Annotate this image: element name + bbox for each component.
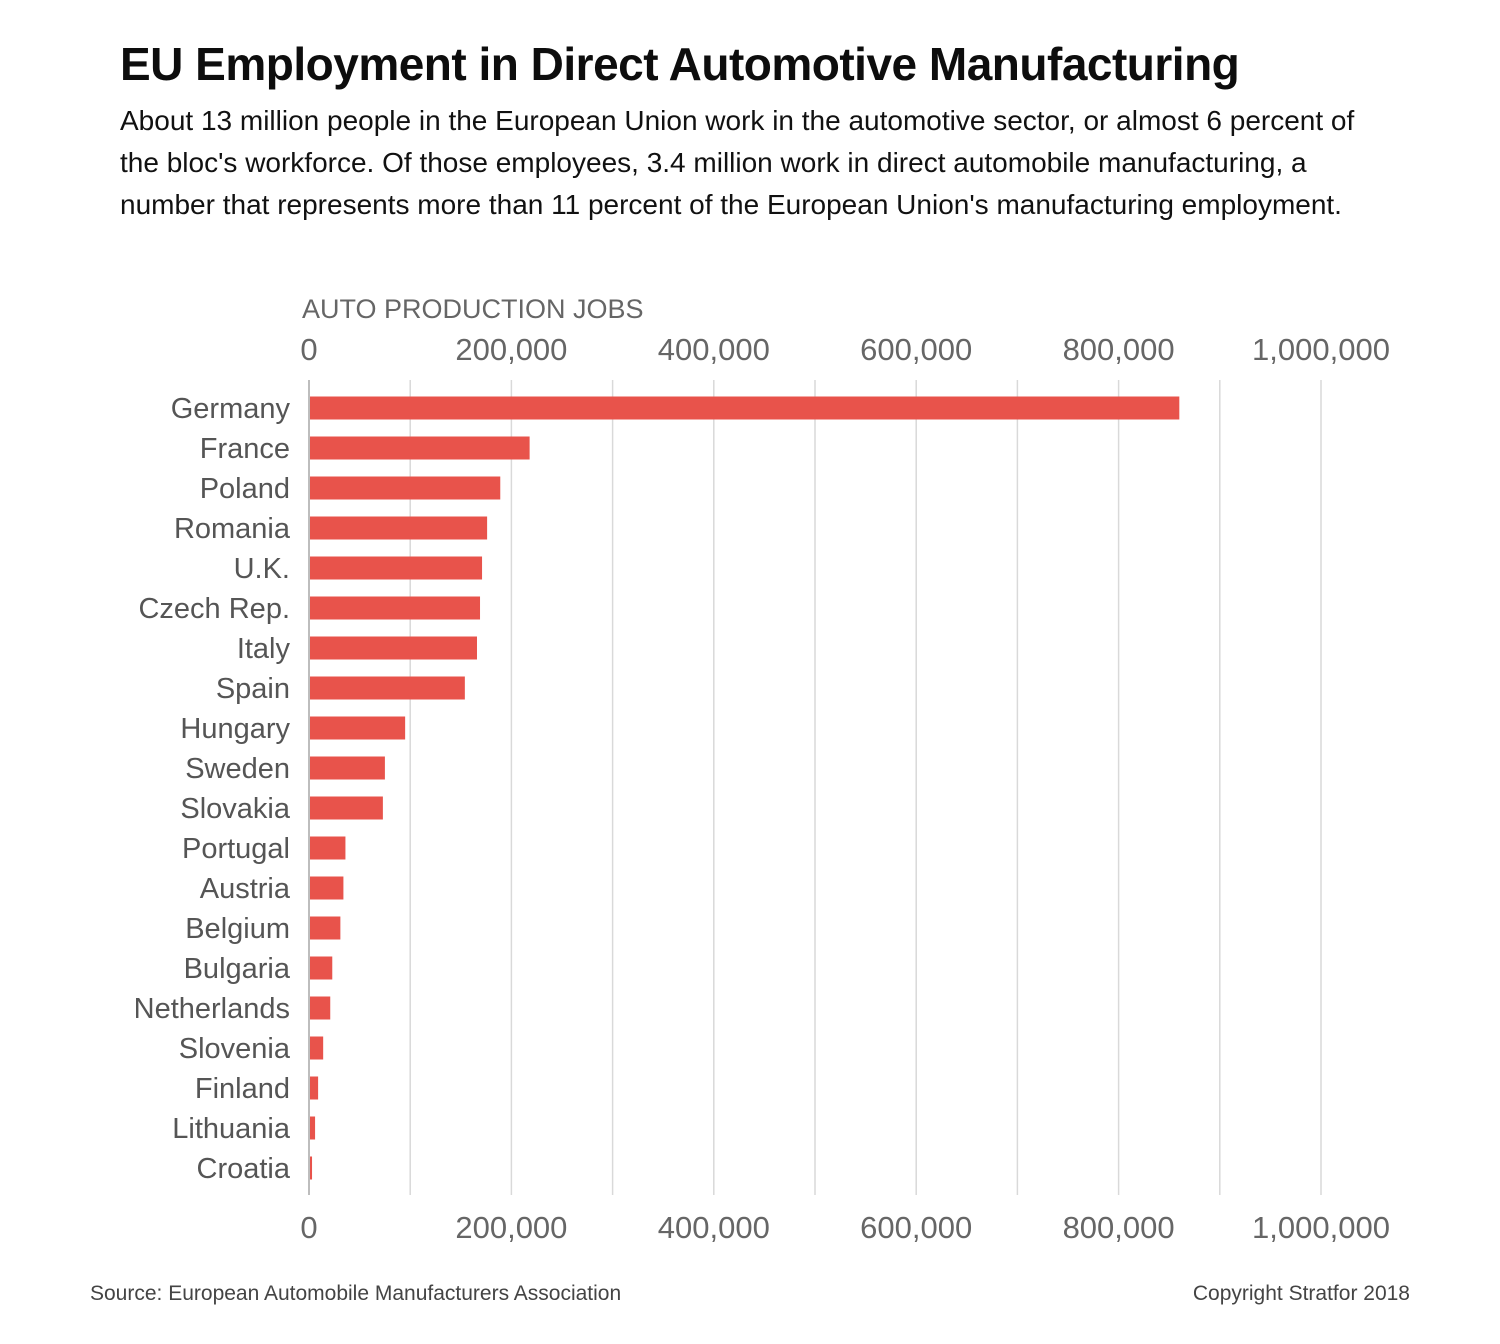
bar-croatia [309,1156,313,1180]
category-label: Romania [174,513,291,545]
bar-bulgaria [309,956,333,980]
page-title: EU Employment in Direct Automotive Manuf… [120,38,1240,90]
bar-austria [309,876,344,900]
x-tick-label-bottom: 1,000,000 [1252,1210,1390,1245]
category-label: Sweden [185,753,290,785]
bar-romania [309,516,488,540]
x-tick-label-top: 200,000 [455,332,567,367]
x-tick-label-bottom: 200,000 [455,1210,567,1245]
bar-finland [309,1076,319,1100]
category-label: Slovakia [180,793,290,825]
x-tick-label-top: 1,000,000 [1252,332,1390,367]
bar-netherlands [309,996,331,1020]
category-label: Netherlands [134,993,290,1025]
page-subtitle: About 13 million people in the European … [120,105,1355,220]
category-label: Croatia [197,1153,291,1185]
category-label: Slovenia [179,1033,291,1065]
category-label: France [200,433,290,465]
category-label: Portugal [182,833,290,865]
category-label: Italy [237,633,291,665]
bar-slovenia [309,1036,324,1060]
bar-spain [309,676,465,700]
bar-lithuania [309,1116,316,1140]
bar-u-k [309,556,483,580]
copyright-note: Copyright Stratfor 2018 [1192,1282,1410,1305]
x-tick-label-top: 400,000 [658,332,770,367]
x-tick-label-bottom: 400,000 [658,1210,770,1245]
bar-poland [309,476,501,500]
bar-czech-rep [309,596,481,620]
category-label: Bulgaria [184,953,291,985]
category-label: Finland [195,1073,290,1105]
category-label: Spain [216,673,290,705]
category-label: Lithuania [172,1113,291,1145]
category-label: Poland [200,473,290,505]
bar-belgium [309,916,341,940]
bar-sweden [309,756,385,780]
x-tick-label-top: 800,000 [1063,332,1175,367]
category-label: Czech Rep. [138,593,290,625]
bar-hungary [309,716,406,740]
bar-germany [309,396,1180,420]
bar-portugal [309,836,346,860]
bar-chart: AUTO PRODUCTION JOBS 0 0 200,000 200,000 400,… [134,294,1390,1245]
x-axis-title: AUTO PRODUCTION JOBS [302,294,644,324]
category-label: Belgium [185,913,290,945]
category-label: Hungary [180,713,290,745]
category-label: Austria [200,873,291,905]
x-tick-label-bottom: 600,000 [860,1210,972,1245]
source-note: Source: European Automobile Manufacturer… [90,1282,622,1305]
x-tick-label-bottom: 800,000 [1063,1210,1175,1245]
category-label: U.K. [234,553,290,585]
x-tick-label-top: 600,000 [860,332,972,367]
x-tick-label-bottom: 0 [300,1210,317,1245]
category-label: Germany [171,393,291,425]
bar-slovakia [309,796,383,820]
bar-italy [309,636,477,660]
bar-france [309,436,530,460]
x-tick-label-top: 0 [300,332,317,367]
